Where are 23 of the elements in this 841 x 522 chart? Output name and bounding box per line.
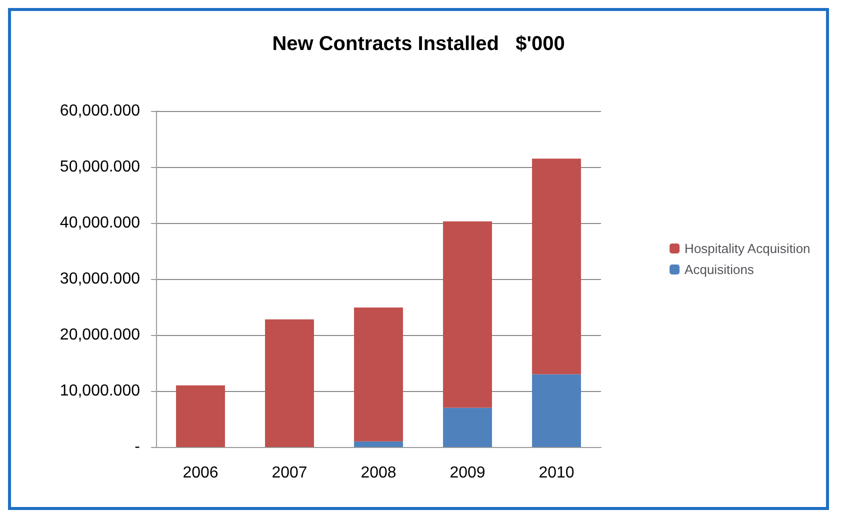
x-tick-label: 2010 <box>538 464 574 482</box>
y-tick-label: 20,000.000 <box>60 326 140 344</box>
chart-title: New Contracts Installed $'000 <box>272 33 565 55</box>
bar <box>176 385 225 447</box>
y-tick-label: - <box>134 438 140 456</box>
bar <box>443 221 492 408</box>
bar <box>354 308 403 442</box>
bar <box>354 441 403 447</box>
x-tick-label: 2006 <box>182 464 218 482</box>
x-tick-label: 2009 <box>450 464 486 482</box>
legend-label: Acquisitions <box>684 262 754 277</box>
bar <box>443 408 492 447</box>
bar <box>532 158 581 374</box>
legend-label: Hospitality Acquisition <box>684 241 810 256</box>
x-tick-label: 2008 <box>360 464 396 482</box>
y-tick-label: 30,000.000 <box>60 270 140 288</box>
y-tick-label: 40,000.000 <box>60 214 140 232</box>
y-tick-label: 60,000.000 <box>60 102 140 120</box>
y-tick-label: 50,000.000 <box>60 158 140 176</box>
bar <box>265 319 314 447</box>
y-tick-label: 10,000.000 <box>60 382 140 400</box>
bar <box>532 374 581 447</box>
x-tick-label: 2007 <box>272 464 308 482</box>
